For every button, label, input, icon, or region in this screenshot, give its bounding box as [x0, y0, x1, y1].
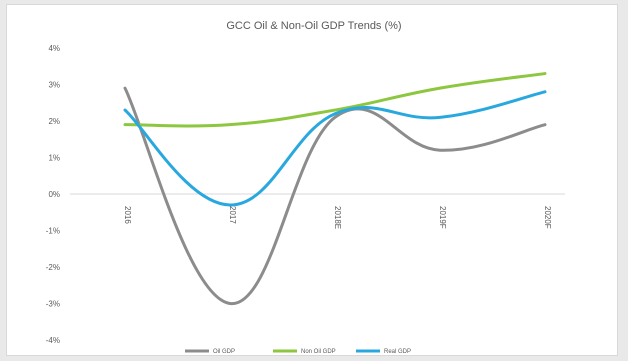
y-tick-label: -4%	[46, 336, 60, 345]
y-tick-label: 0%	[48, 190, 60, 199]
series-line-oil-gdp	[123, 86, 547, 306]
y-tick-label: -3%	[46, 300, 60, 309]
chart-axes: 4% 3% 2% 1% 0% -1% -2% -3% -4% 2016 2017 2018E 2019F…	[46, 44, 565, 345]
chart-frame	[6, 4, 618, 356]
y-tick-label: 2%	[48, 117, 60, 126]
series-lines	[123, 72, 547, 306]
x-tick-label: 2016	[123, 206, 132, 224]
legend-label: Real GDP	[384, 349, 411, 355]
series-line-non-oil-gdp	[123, 72, 547, 128]
y-tick-label: -1%	[46, 227, 60, 236]
legend-label: Non Oil GDP	[301, 349, 336, 355]
legend-item-oil-gdp: Oil GDP	[185, 349, 235, 355]
x-tick-label: 2018E	[333, 206, 342, 229]
y-tick-label: 3%	[48, 81, 60, 90]
legend-label: Oil GDP	[213, 349, 235, 355]
chart-title: GCC Oil & Non-Oil GDP Trends (%)	[226, 20, 402, 32]
y-tick-label: 4%	[48, 44, 60, 53]
x-tick-label: 2019F	[438, 206, 447, 229]
chart-legend: Oil GDP Non Oil GDP Real GDP	[185, 349, 411, 355]
x-tick-label: 2020F	[543, 206, 552, 229]
y-tick-label: -2%	[46, 263, 60, 272]
series-line-real-gdp	[123, 90, 547, 207]
legend-item-real-gdp: Real GDP	[356, 349, 411, 355]
y-tick-label: 1%	[48, 154, 60, 163]
x-tick-label: 2017	[228, 206, 237, 224]
legend-item-non-oil-gdp: Non Oil GDP	[273, 349, 336, 355]
